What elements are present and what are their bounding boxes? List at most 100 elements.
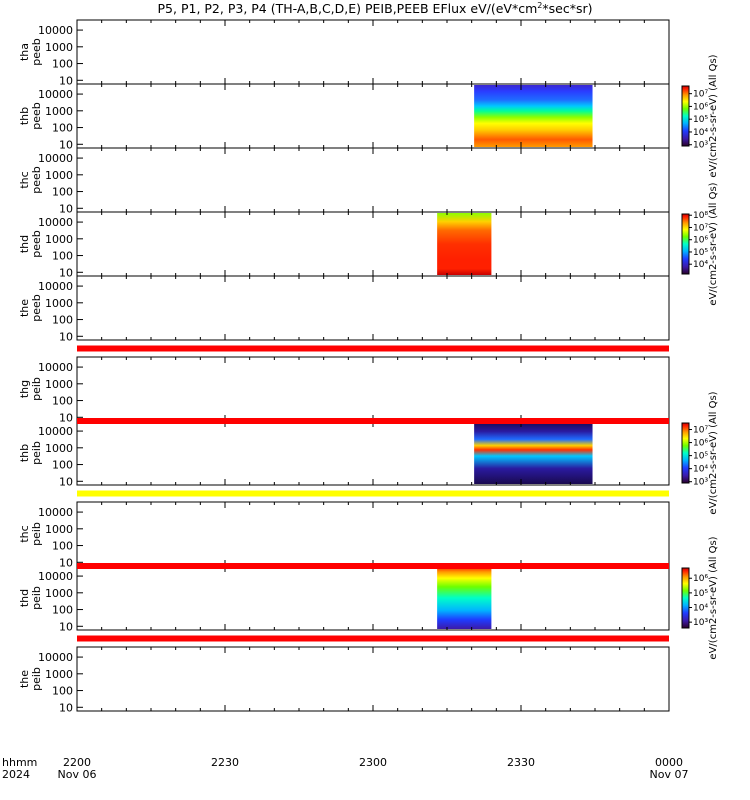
y-tick-label: 1000 [45, 523, 73, 536]
panel-label-probe: the [18, 299, 31, 317]
y-tick-label: 10000 [38, 280, 73, 293]
colorbar-label: eV/(cm2-s-sr-eV) (All Qs) [708, 391, 719, 514]
colorbar-tick-label: 10⁴ [693, 128, 708, 138]
panel-label-probe: thc [18, 525, 31, 542]
y-tick-label: 10 [59, 330, 73, 343]
panel-label-probe: thg [18, 380, 31, 398]
panel-label-product: peeb [30, 38, 43, 66]
x-axis-row-label-hhmm: hhmm [2, 756, 37, 769]
y-tick-label: 10000 [38, 651, 73, 664]
panel-label-probe: thb [18, 444, 31, 462]
panel-label-product: peib [30, 522, 43, 546]
colorbar [681, 567, 690, 629]
y-tick-label: 10000 [38, 506, 73, 519]
flag-stripe-red [77, 635, 669, 642]
y-tick-label: 10 [59, 701, 73, 714]
panel-frame [76, 356, 670, 422]
y-tick-label: 1000 [45, 442, 73, 455]
x-axis-date-end: Nov 07 [650, 768, 689, 781]
colorbar-tick-label: 10⁷ [693, 90, 708, 100]
colorbar-tick-label: 10⁴ [693, 465, 708, 475]
panel-frame [76, 147, 670, 213]
panel-the-peeb: 10000 1000 100 10 the peeb [18, 275, 670, 343]
colorbar-tick-label: 10⁵ [693, 248, 708, 258]
y-tick-label: 10000 [38, 425, 73, 438]
y-tick-label: 100 [52, 604, 73, 617]
panel-thg-peib: 10000 1000 100 10 thg peib [18, 356, 670, 424]
y-tick-label: 100 [52, 459, 73, 472]
panel-thd-peeb: 10000 1000 100 10 thd peeb [18, 211, 670, 279]
y-tick-label: 10000 [38, 152, 73, 165]
colorbar-tick-label: 10⁴ [693, 604, 708, 614]
panel-frame [76, 646, 670, 712]
y-tick-label: 10 [59, 74, 73, 87]
panel-frame [76, 565, 670, 631]
panel-label-product: peib [30, 377, 43, 401]
colorbar-tick-label: 10⁴ [693, 260, 708, 270]
y-tick-label: 10 [59, 266, 73, 279]
x-tick-label: 0000 [655, 756, 683, 769]
panel-thc-peeb: 10000 1000 100 10 thc peeb [18, 147, 670, 215]
panel-label-product: peeb [30, 166, 43, 194]
panel-label-probe: thc [18, 171, 31, 188]
colorbar [681, 213, 690, 275]
flag-stripe-red [77, 345, 669, 352]
y-tick-label: 100 [52, 186, 73, 199]
y-tick-label: 10000 [38, 216, 73, 229]
panel-thc-peib: 10000 1000 100 10 thc peib [18, 501, 670, 569]
flag-stripe-red [77, 418, 669, 424]
y-tick-label: 100 [52, 250, 73, 263]
panel-frame [76, 211, 670, 277]
panel-label-product: peeb [30, 102, 43, 130]
panel-frame [76, 19, 670, 85]
y-tick-label: 1000 [45, 297, 73, 310]
x-axis-row-label-year: 2024 [2, 768, 30, 781]
y-tick-label: 100 [52, 122, 73, 135]
colorbar-tick-label: 10⁵ [693, 452, 708, 462]
x-tick-label: 2230 [211, 756, 239, 769]
spectrogram-block [437, 567, 492, 629]
y-tick-label: 10 [59, 138, 73, 151]
colorbar-tick-label: 10⁵ [693, 589, 708, 599]
y-tick-label: 100 [52, 314, 73, 327]
panel-thb-peib: 10000 1000 100 10 thb peib [18, 420, 670, 488]
x-axis-labels: hhmm 2024 2200 2230 2300 2330 0000 Nov 06 No… [2, 756, 688, 781]
colorbar-tick-label: 10⁶ [693, 102, 708, 112]
x-axis-date-start: Nov 06 [58, 768, 97, 781]
y-tick-label: 1000 [45, 41, 73, 54]
colorbar-tick-label: 10⁶ [693, 439, 708, 449]
x-tick-label: 2300 [359, 756, 387, 769]
y-tick-label: 100 [52, 395, 73, 408]
x-tick-label: 2330 [507, 756, 535, 769]
y-tick-label: 10000 [38, 570, 73, 583]
panel-frame [76, 275, 670, 341]
panel-thd-peib: 10000 1000 100 10 thd peib [18, 565, 670, 633]
panel-label-product: peeb [30, 294, 43, 322]
colorbar-tick-label: 10⁷ [693, 223, 708, 233]
y-tick-label: 100 [52, 58, 73, 71]
colorbar-tick-label: 10⁶ [693, 574, 708, 584]
colorbar-tick-label: 10³ [693, 618, 708, 628]
y-tick-label: 100 [52, 540, 73, 553]
y-tick-label: 10 [59, 411, 73, 424]
colorbar [681, 422, 690, 484]
colorbar-tick-label: 10³ [693, 141, 708, 151]
panel-label-product: peib [30, 586, 43, 610]
colorbar-tick-label: 10⁸ [693, 211, 708, 221]
panel-label-product: peib [30, 667, 43, 691]
y-tick-label: 10 [59, 202, 73, 215]
y-tick-label: 100 [52, 685, 73, 698]
y-tick-label: 1000 [45, 378, 73, 391]
colorbar-tick-label: 10⁷ [693, 426, 708, 436]
colorbar [681, 85, 690, 147]
flag-stripes [77, 345, 669, 642]
y-tick-label: 1000 [45, 668, 73, 681]
y-tick-label: 10000 [38, 361, 73, 374]
y-tick-label: 1000 [45, 587, 73, 600]
spectrogram-block [474, 422, 593, 484]
colorbar-label: eV/(cm2-s-sr-eV) (All Qs) [708, 54, 719, 177]
y-tick-label: 10000 [38, 88, 73, 101]
panel-label-probe: thd [18, 235, 31, 253]
panel-label-product: peeb [30, 230, 43, 258]
